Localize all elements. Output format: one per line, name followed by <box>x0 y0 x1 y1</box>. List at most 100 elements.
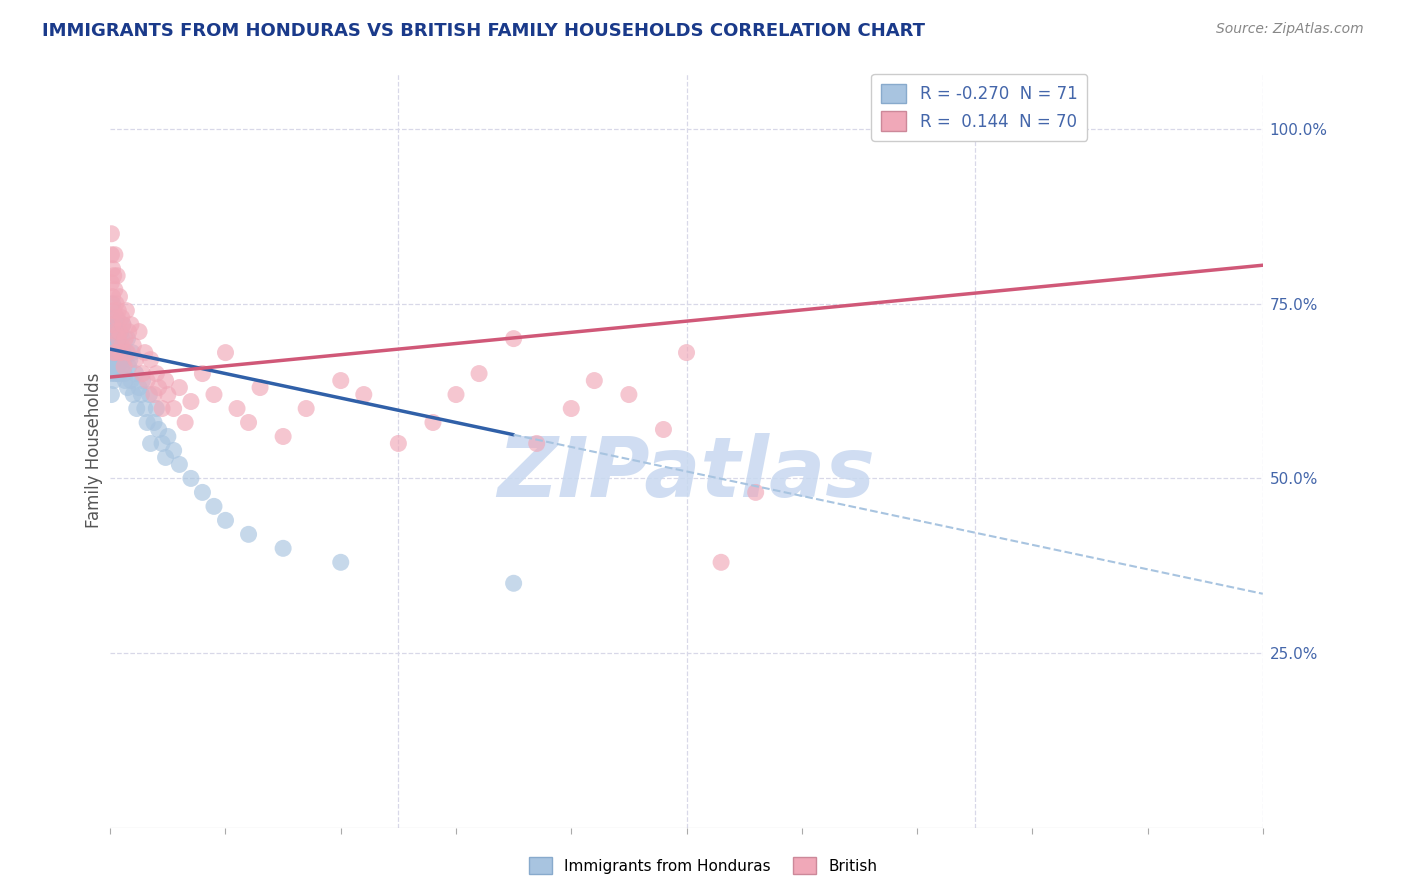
Point <box>104 248 127 262</box>
Point <box>169 380 191 394</box>
Text: Source: ZipAtlas.com: Source: ZipAtlas.com <box>1216 22 1364 37</box>
Y-axis label: Family Households: Family Households <box>86 373 103 528</box>
Point <box>128 325 150 339</box>
Point <box>162 401 184 416</box>
Point <box>526 436 548 450</box>
Point <box>121 345 143 359</box>
Point <box>122 387 145 401</box>
Point <box>101 338 124 352</box>
Point <box>134 401 156 416</box>
Point <box>105 345 128 359</box>
Point <box>117 332 139 346</box>
Point <box>110 345 132 359</box>
Point <box>111 310 134 325</box>
Point <box>617 387 640 401</box>
Point <box>118 325 141 339</box>
Point <box>105 359 128 374</box>
Point <box>560 401 582 416</box>
Point <box>271 541 294 556</box>
Point <box>502 576 524 591</box>
Point <box>150 401 173 416</box>
Point <box>101 359 124 374</box>
Point <box>387 436 409 450</box>
Point <box>502 332 524 346</box>
Point <box>100 387 122 401</box>
Point <box>295 401 318 416</box>
Point <box>100 345 122 359</box>
Point <box>136 416 159 430</box>
Point <box>583 374 606 388</box>
Point <box>111 359 134 374</box>
Point <box>114 374 136 388</box>
Point <box>111 318 134 332</box>
Point <box>107 318 129 332</box>
Point <box>104 367 127 381</box>
Point <box>111 338 134 352</box>
Point <box>103 345 125 359</box>
Point <box>124 352 146 367</box>
Point <box>180 394 202 409</box>
Point <box>107 332 129 346</box>
Point <box>214 345 236 359</box>
Point <box>103 345 125 359</box>
Point <box>125 401 148 416</box>
Point <box>238 527 260 541</box>
Point <box>111 345 134 359</box>
Point <box>131 374 153 388</box>
Point <box>675 345 697 359</box>
Point <box>122 338 145 352</box>
Point <box>156 429 179 443</box>
Point <box>238 416 260 430</box>
Point <box>162 443 184 458</box>
Point <box>139 352 162 367</box>
Point <box>107 345 129 359</box>
Point <box>101 290 124 304</box>
Point <box>103 352 125 367</box>
Point <box>104 283 127 297</box>
Point <box>139 436 162 450</box>
Text: ZIPatlas: ZIPatlas <box>498 433 876 514</box>
Point <box>134 345 156 359</box>
Point <box>422 416 444 430</box>
Point <box>148 422 170 436</box>
Point <box>104 338 127 352</box>
Point <box>105 345 128 359</box>
Point <box>101 261 124 276</box>
Point <box>100 318 122 332</box>
Point <box>101 332 124 346</box>
Point <box>112 367 135 381</box>
Point <box>105 367 128 381</box>
Point <box>249 380 271 394</box>
Point <box>124 367 146 381</box>
Point <box>108 338 131 352</box>
Point <box>108 290 131 304</box>
Point <box>131 367 153 381</box>
Point <box>111 332 134 346</box>
Point <box>202 500 225 514</box>
Point <box>101 296 124 310</box>
Point <box>110 325 132 339</box>
Point <box>101 310 124 325</box>
Point <box>145 367 167 381</box>
Point <box>117 345 139 359</box>
Point <box>105 310 128 325</box>
Point <box>105 352 128 367</box>
Point <box>353 387 375 401</box>
Point <box>115 345 138 359</box>
Point <box>226 401 249 416</box>
Point <box>114 332 136 346</box>
Point <box>191 367 214 381</box>
Point <box>214 513 236 527</box>
Point <box>117 380 139 394</box>
Point <box>131 387 153 401</box>
Point <box>271 429 294 443</box>
Point <box>143 387 166 401</box>
Point <box>169 458 191 472</box>
Point <box>111 318 134 332</box>
Point <box>100 367 122 381</box>
Point <box>120 318 142 332</box>
Point <box>155 450 177 465</box>
Legend: Immigrants from Honduras, British: Immigrants from Honduras, British <box>523 851 883 880</box>
Point <box>329 374 352 388</box>
Point <box>108 367 131 381</box>
